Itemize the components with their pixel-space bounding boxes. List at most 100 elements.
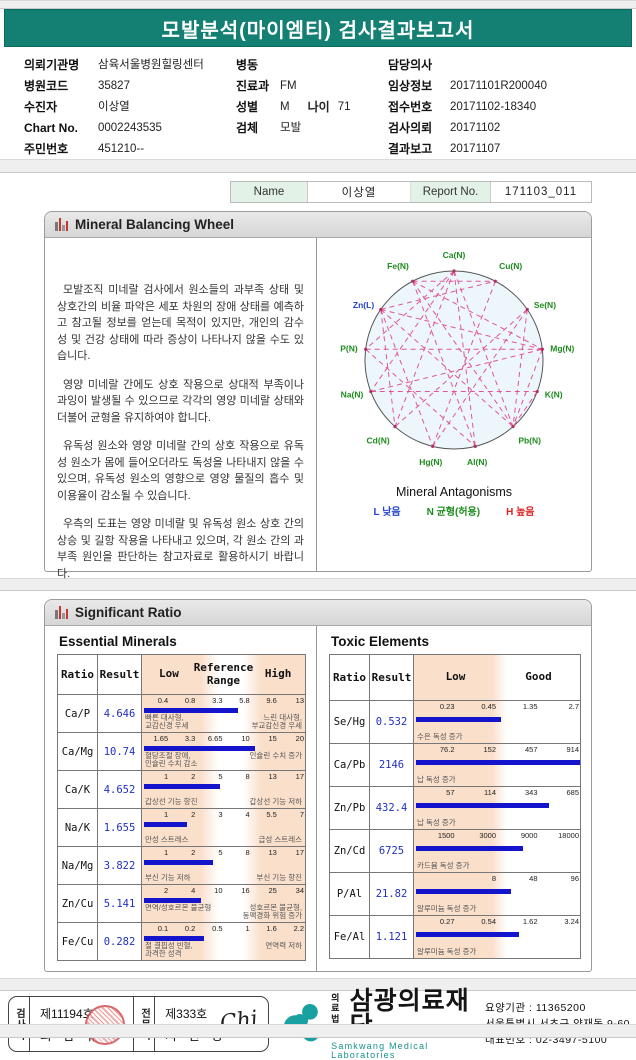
wheel-element-label: Zn(L) <box>353 300 374 310</box>
wheel-caption: Mineral Antagonisms <box>395 485 513 499</box>
tick-label: 5 <box>218 848 223 857</box>
result-column-header: Result <box>98 655 142 694</box>
low-annotation: 갑상선 기능 항진 <box>145 797 198 807</box>
row-annotations: 알루미늄 독성 증가 <box>417 948 577 957</box>
high-annotation: 갑상선 기능 저하 <box>249 797 302 807</box>
tick-label: 57 <box>446 788 455 797</box>
info-value: 20171102 <box>450 122 501 134</box>
info-label: 병동 <box>236 58 259 72</box>
ratio-name: Zn/Cd <box>330 830 370 872</box>
low-annotation: 만성 스트레스 <box>145 835 189 845</box>
info-value: 71 <box>337 101 351 113</box>
antagonism-line <box>412 280 514 427</box>
ratio-chart-cell: 0.23 0.45 1.35 2.7 수은 독성 증가 <box>414 701 580 743</box>
antagonism-line <box>380 309 514 427</box>
high-annotation: 급성 스트레스 <box>258 835 302 845</box>
tick-label: 3.3 <box>184 734 196 743</box>
info-value: 이상열 <box>98 101 130 113</box>
info-value: 35827 <box>98 80 130 92</box>
low-annotation: 납 독성 증가 <box>417 818 456 828</box>
mineral-wheel-diagram: Ca(N) Cu(N) Se(N) Mg(N) K(N) Pb(N) Al(N) Hg(N) C… <box>340 250 574 467</box>
tick-label: 17 <box>295 772 304 781</box>
tick-label: 10 <box>241 734 250 743</box>
result-bar <box>144 784 221 789</box>
result-bar <box>416 803 550 808</box>
tick-label: 5.5 <box>266 810 277 819</box>
wheel-node <box>511 425 515 429</box>
report-no-value: 171103_011 <box>491 182 591 202</box>
result-bar <box>416 889 512 894</box>
low-annotation: 카드뮴 독성 증가 <box>417 861 470 871</box>
ratio-row: P/Al 21.82 8 48 96 알루미늄 독성 증가 <box>330 873 580 916</box>
section1-header: Mineral Balancing Wheel <box>45 212 591 238</box>
antagonism-line <box>512 309 528 427</box>
ratio-name: Na/Mg <box>58 847 98 884</box>
patient-info-row: 담당의사 <box>388 55 547 76</box>
ratio-name: Zn/Pb <box>330 787 370 829</box>
patient-info-row: 결과보고 20171107 <box>388 139 547 160</box>
wheel-element-label: Na(N) <box>341 389 364 399</box>
info-value: M <box>280 101 290 113</box>
range-header: Low Reference Range High <box>142 655 305 694</box>
row-annotations: 빠른 대사형, 교감신경 우세 느린 대사형, 부교감신경 우세 <box>145 712 302 731</box>
description-paragraph: 유독성 원소와 영양 미네랄 간의 상호 작용으로 유독성 원소가 몸에 들어오… <box>57 440 304 502</box>
tick-label: 3000 <box>479 831 496 840</box>
tick-label: 343 <box>524 788 538 797</box>
wheel-node <box>473 444 477 449</box>
tick-label: 457 <box>524 745 538 754</box>
section2-title: Significant Ratio <box>75 605 182 620</box>
examiner-cert-no: 제11194호 <box>40 1006 94 1021</box>
range-zone-label: Reference Range <box>193 661 254 687</box>
ratio-row: Ca/P 4.646 0.4 0.8 3.3 5.8 9.6 13 빠른 대사형, 교감신경 우… <box>58 695 305 733</box>
antagonism-line <box>380 308 543 350</box>
patient-info-row: 진료과 FM <box>236 76 388 97</box>
tick-label: 1 <box>163 848 169 857</box>
info-label: 주민번호 <box>24 142 69 156</box>
info-label: 성별 <box>236 100 259 114</box>
patient-info-row: 주민번호 451210-- <box>24 139 236 160</box>
bottom-strip <box>0 1024 636 1038</box>
tick-label: 0.54 <box>481 917 496 926</box>
antagonism-line <box>380 309 396 427</box>
wheel-node <box>411 279 415 283</box>
tick-label: 1.62 <box>522 917 538 926</box>
wheel-element-label: Pb(N) <box>518 436 541 446</box>
tick-label: 8 <box>491 874 496 883</box>
section1-content: 모발조직 미네랄 검사에서 원소들의 과부족 상태 및 상호간의 비율 파악은 … <box>45 238 591 580</box>
tick-label: 2 <box>163 886 169 895</box>
info-value: 451210-- <box>98 143 145 155</box>
info-label: 임상정보 <box>388 79 433 93</box>
wheel-node <box>535 389 539 394</box>
separator <box>0 159 636 173</box>
wheel-description-text: 모발조직 미네랄 검사에서 원소들의 과부족 상태 및 상호간의 비율 파악은 … <box>45 238 317 580</box>
wheel-node <box>525 307 529 312</box>
care-institution-no: 요양기관 : 11365200 <box>484 1001 586 1014</box>
result-bar <box>144 860 213 865</box>
patient-info-row: 접수번호 20171102-18340 <box>388 97 547 118</box>
ratio-row: Fe/Al 1.121 0.27 0.54 1.62 3.24 알루미늄 독성 증가 <box>330 916 580 959</box>
range-zone-label: Good <box>525 670 552 684</box>
tick-label: 13 <box>268 772 277 781</box>
info-label: 수진자 <box>24 100 58 114</box>
ratio-name: Ca/Pb <box>330 744 370 786</box>
antagonism-line <box>365 348 476 447</box>
info-value: 20171101R200040 <box>450 80 547 92</box>
low-annotation: 알루미늄 독성 증가 <box>417 904 477 914</box>
bar-chart-icon <box>55 606 68 619</box>
tick-label: 0.8 <box>184 696 196 705</box>
row-annotations: 갑상선 기능 항진 갑상선 기능 저하 <box>145 798 302 807</box>
row-annotations: 부신 기능 저하 부신 기능 항진 <box>145 874 302 883</box>
legend-item: L 낮음 <box>373 507 401 518</box>
wheel-node <box>364 347 368 351</box>
range-zone-label: Low <box>158 667 179 681</box>
row-annotations: 납 독성 증가 <box>417 819 577 828</box>
low-annotation: 알루미늄 독성 증가 <box>417 947 477 957</box>
ratio-chart-cell: 1.65 3.3 6.65 10 15 20 혈당조절 장애, 인슐린 수치 감소 인슐린 수… <box>142 733 305 770</box>
tick-label: 2 <box>191 810 196 819</box>
low-annotation: 빠른 대사형, 교감신경 우세 <box>145 712 189 731</box>
bar-chart-icon <box>55 218 68 231</box>
ratio-result: 4.646 <box>98 695 142 732</box>
tick-label: 1.35 <box>522 702 538 711</box>
wheel-node <box>379 307 383 312</box>
wheel-node <box>393 425 397 429</box>
